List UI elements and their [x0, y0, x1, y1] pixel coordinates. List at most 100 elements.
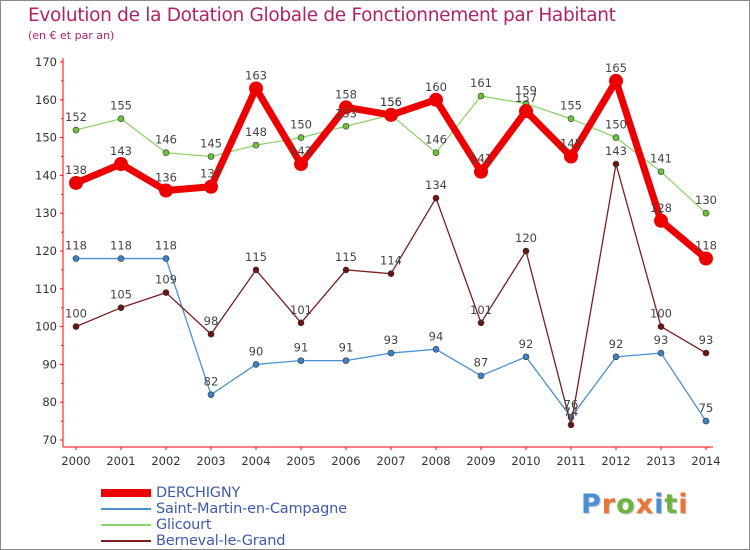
logo-letter: x [635, 489, 655, 520]
data-label: 98 [204, 314, 219, 328]
data-point [297, 319, 305, 327]
data-point [609, 73, 623, 88]
data-point [162, 289, 170, 296]
data-point [432, 149, 440, 157]
data-label: 100 [650, 307, 672, 321]
legend-label: Berneval-le-Grand [156, 533, 286, 549]
data-point [69, 175, 83, 190]
x-tick-label: 2007 [376, 454, 405, 468]
data-label: 153 [335, 106, 357, 120]
data-label: 82 [204, 375, 219, 389]
data-point [252, 266, 260, 274]
data-label: 143 [290, 144, 312, 158]
data-point [657, 168, 665, 175]
data-point [114, 157, 128, 172]
y-tick-label: 160 [35, 93, 57, 107]
data-point [429, 92, 443, 107]
series-berneval-le-grand [72, 160, 710, 429]
legend-swatch [101, 508, 151, 510]
data-point [702, 209, 710, 217]
logo-letter: i [678, 489, 689, 520]
x-tick-label: 2010 [511, 454, 540, 468]
data-label: 134 [425, 178, 447, 192]
data-label: 76 [564, 397, 579, 411]
proxiti-logo: Proxiti [581, 489, 689, 520]
data-label: 128 [650, 201, 672, 215]
data-point [294, 157, 308, 172]
data-point [207, 391, 215, 398]
data-label: 156 [380, 95, 402, 109]
data-label: 137 [200, 167, 222, 181]
data-point [342, 266, 350, 274]
logo-letter: P [581, 489, 602, 520]
data-label: 145 [560, 137, 582, 151]
data-point [249, 81, 263, 96]
logo-letter: t [664, 489, 679, 520]
x-tick-label: 2005 [286, 454, 315, 468]
data-point [387, 349, 395, 357]
x-tick-label: 2006 [331, 454, 360, 468]
chart-title: Evolution de la Dotation Globale de Fonc… [28, 5, 616, 26]
data-label: 74 [564, 405, 579, 419]
data-point [519, 104, 533, 119]
data-point [117, 304, 125, 312]
data-label: 101 [470, 303, 492, 317]
data-label: 156 [380, 95, 402, 109]
y-tick-label: 80 [42, 395, 57, 409]
data-point [522, 247, 530, 255]
data-label: 93 [384, 333, 399, 347]
x-tick-label: 2013 [646, 454, 675, 468]
legend-label: DERCHIGNY [156, 485, 241, 501]
data-point [297, 357, 305, 364]
data-label: 115 [245, 250, 267, 264]
x-tick-label: 2002 [151, 454, 180, 468]
x-tick-label: 2000 [61, 454, 90, 468]
x-tick-label: 2008 [421, 454, 450, 468]
line-chart: 70 80 90 100 110 120 130 140 150 160 170 2000 2001 20… [35, 55, 721, 468]
data-label: 158 [335, 87, 357, 101]
data-label: 160 [425, 80, 447, 94]
y-tick-label: 150 [35, 131, 57, 145]
data-point [204, 179, 218, 194]
data-label: 100 [65, 307, 87, 321]
data-label: 92 [609, 337, 624, 351]
data-label: 148 [245, 125, 267, 139]
data-point [432, 345, 440, 353]
x-tick-label: 2003 [196, 454, 225, 468]
data-label: 163 [245, 68, 267, 82]
series-line [75, 163, 707, 426]
data-point [159, 183, 173, 198]
data-label: 105 [110, 288, 132, 302]
series-derchigny [69, 73, 713, 266]
data-point [342, 122, 350, 130]
data-label: 93 [654, 333, 669, 347]
data-label: 155 [560, 99, 582, 113]
data-label: 155 [110, 99, 132, 113]
data-label: 87 [474, 356, 489, 370]
data-label: 141 [650, 152, 672, 166]
data-label: 94 [429, 329, 444, 343]
data-label: 141 [470, 152, 492, 166]
data-point [252, 361, 260, 368]
legend-label: Glicourt [156, 517, 212, 533]
legend-swatch [101, 524, 151, 526]
data-label: 118 [65, 239, 87, 253]
data-point [702, 349, 710, 357]
y-tick-label: 120 [35, 244, 57, 258]
data-point [564, 149, 578, 164]
y-tick-label: 70 [42, 433, 57, 447]
data-label: 120 [515, 231, 537, 245]
chart-subtitle: (en € et par an) [28, 29, 115, 42]
data-point [207, 330, 215, 338]
series-layer [69, 73, 713, 429]
data-label: 152 [65, 110, 87, 124]
data-point [297, 134, 305, 141]
x-tick-label: 2004 [241, 454, 270, 468]
logo-letter: i [654, 489, 665, 520]
data-point [339, 100, 353, 115]
data-label: 157 [515, 91, 537, 105]
data-point [474, 164, 488, 179]
data-point [387, 270, 395, 277]
legend-swatch [101, 540, 151, 542]
data-label: 161 [470, 76, 492, 90]
